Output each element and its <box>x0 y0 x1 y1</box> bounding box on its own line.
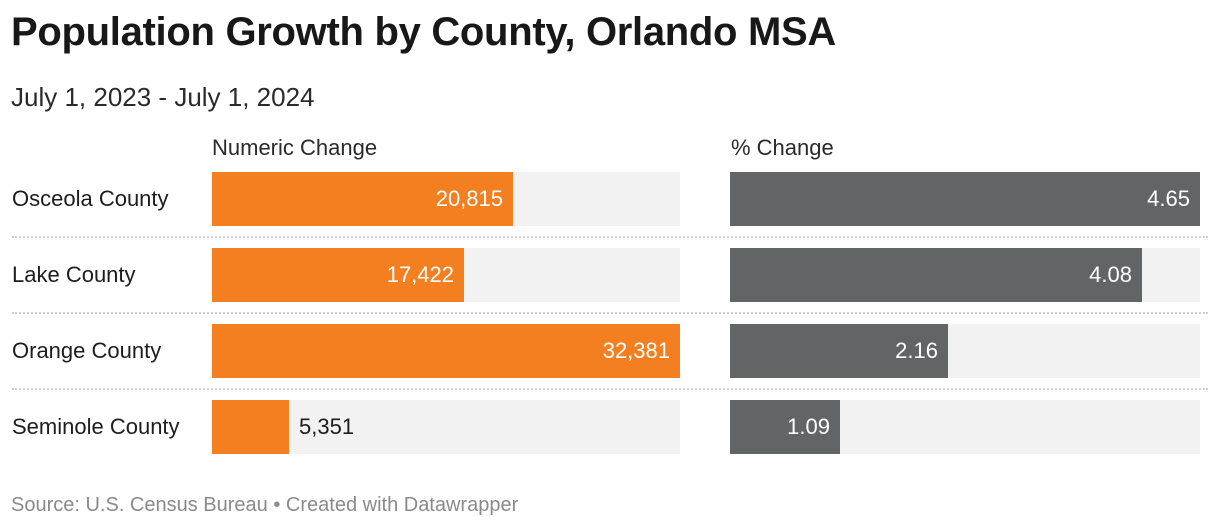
numeric-track-lake-county: 17,422 <box>212 248 680 302</box>
numeric-track-osceola-county: 20,815 <box>212 172 680 226</box>
numeric-track-seminole-county: 5,351 <box>212 400 680 454</box>
percent-value-orange-county: 2.16 <box>895 338 938 363</box>
source-footer: Source: U.S. Census Bureau • Created wit… <box>11 494 519 516</box>
percent-change-header: % Change <box>731 135 834 160</box>
percent-bar-osceola-county <box>730 172 1200 226</box>
row-label-seminole-county: Seminole County <box>12 414 180 439</box>
numeric-bar-lake-county <box>212 248 464 302</box>
percent-bar-lake-county <box>730 248 1142 302</box>
numeric-bar-orange-county <box>212 324 680 378</box>
percent-value-seminole-county: 1.09 <box>787 414 830 439</box>
percent-bar-seminole-county <box>730 400 840 454</box>
numeric-value-orange-county: 32,381 <box>602 338 670 363</box>
percent-value-lake-county: 4.08 <box>1089 262 1132 287</box>
row-divider <box>12 312 1208 314</box>
numeric-bar-seminole-county <box>212 400 289 454</box>
percent-track-lake-county: 4.08 <box>730 248 1200 302</box>
percent-value-osceola-county: 4.65 <box>1147 186 1190 211</box>
numeric-track-orange-county: 32,381 <box>212 324 680 378</box>
row-label-lake-county: Lake County <box>12 262 136 287</box>
row-divider <box>12 388 1208 390</box>
chart-subtitle: July 1, 2023 - July 1, 2024 <box>11 82 315 112</box>
row-divider <box>12 236 1208 238</box>
chart-title: Population Growth by County, Orlando MSA <box>11 10 836 54</box>
percent-track-orange-county: 2.16 <box>730 324 1200 378</box>
row-label-osceola-county: Osceola County <box>12 186 169 211</box>
numeric-change-header: Numeric Change <box>212 135 378 160</box>
row-label-orange-county: Orange County <box>12 338 162 363</box>
numeric-bar-osceola-county <box>212 172 513 226</box>
percent-track-osceola-county: 4.65 <box>730 172 1200 226</box>
numeric-value-osceola-county: 20,815 <box>435 186 503 211</box>
percent-bar-orange-county <box>730 324 948 378</box>
numeric-value-lake-county: 17,422 <box>386 262 454 287</box>
percent-track-seminole-county: 1.09 <box>730 400 1200 454</box>
numeric-value-seminole-county: 5,351 <box>299 414 355 439</box>
